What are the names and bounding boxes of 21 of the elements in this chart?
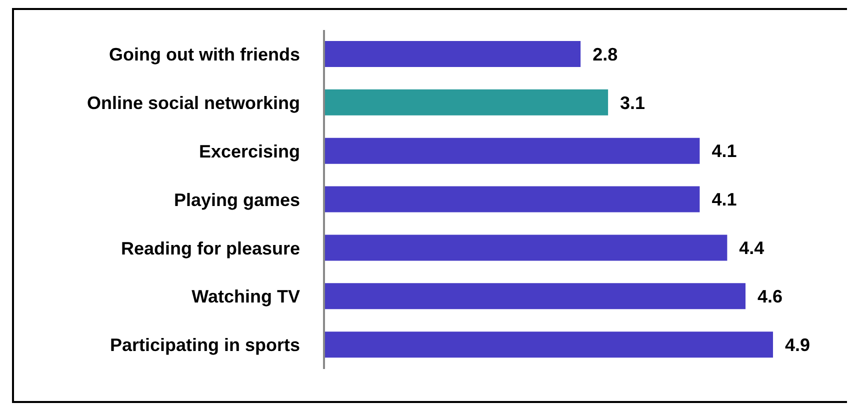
- y-tick-label: Participating in sports: [110, 335, 300, 356]
- bar: [324, 186, 700, 212]
- y-tick-label: Watching TV: [192, 286, 300, 307]
- data-label: 4.4: [739, 238, 764, 258]
- bar: [324, 332, 773, 358]
- data-label: 3.1: [620, 92, 646, 113]
- y-tick-label: Excercising: [198, 141, 300, 162]
- data-label: 4.1: [712, 141, 737, 162]
- bar: [324, 283, 746, 310]
- y-tick-label: Going out with friends: [109, 44, 300, 65]
- bar: [324, 41, 581, 67]
- data-label: 4.1: [712, 190, 737, 210]
- y-tick-label: Online social networking: [86, 93, 300, 114]
- bar: [324, 138, 700, 164]
- data-label: 4.6: [758, 286, 783, 307]
- bar: [324, 234, 728, 261]
- data-label: 4.9: [785, 334, 810, 355]
- y-tick-label: Reading for pleasure: [120, 238, 300, 258]
- data-label: 2.8: [592, 44, 618, 64]
- bar: [324, 89, 608, 116]
- y-tick-label: Playing games: [174, 190, 300, 210]
